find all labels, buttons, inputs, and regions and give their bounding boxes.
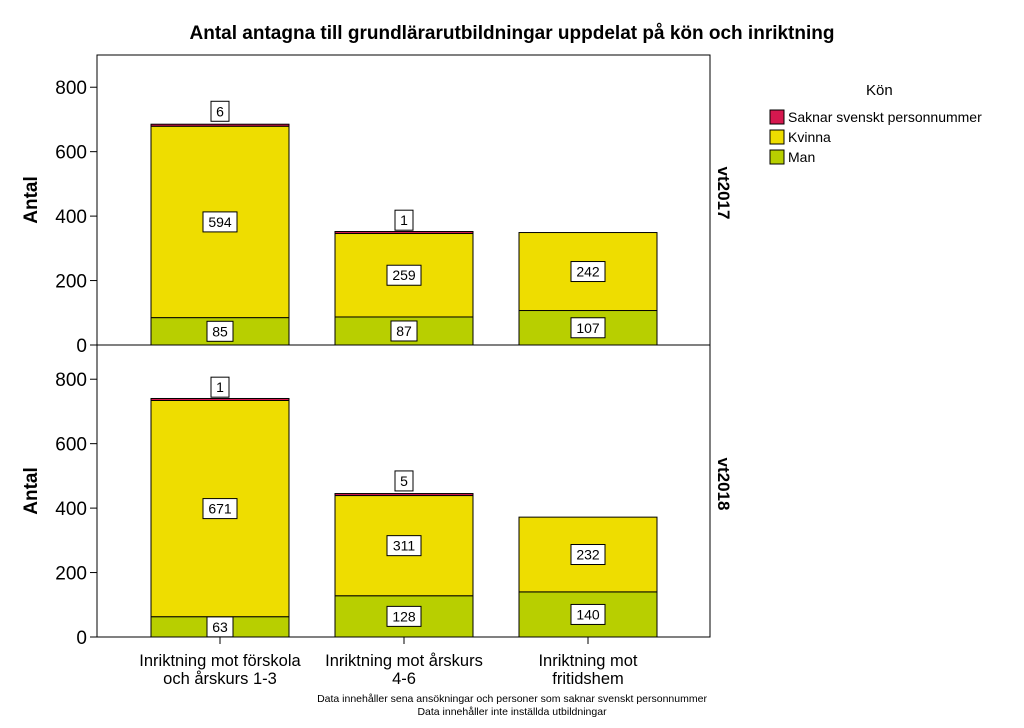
data-label-text: 311 xyxy=(393,538,416,554)
data-label: 128 xyxy=(386,605,422,627)
data-label: 232 xyxy=(570,544,606,566)
data-label: 87 xyxy=(390,320,418,342)
data-label-text: 140 xyxy=(576,606,600,622)
data-label-text: 242 xyxy=(576,264,600,280)
y-tick-label: 400 xyxy=(55,207,87,228)
legend: Kön Saknar svenskt personnummer Kvinna Man xyxy=(769,82,982,165)
category-label: Inriktning mot årskurs 4-6 xyxy=(325,652,483,688)
data-label: 671 xyxy=(202,498,238,520)
panel-label-vt2017: vt2017 xyxy=(714,167,733,220)
data-label-text: 232 xyxy=(576,547,600,563)
data-label-box xyxy=(394,209,414,231)
data-label-box xyxy=(570,261,606,283)
legend-title: Kön xyxy=(866,82,893,99)
data-label: 259 xyxy=(386,264,422,286)
data-label-box xyxy=(210,376,230,398)
data-label-box xyxy=(386,264,422,286)
bar-segment xyxy=(334,493,474,497)
legend-entry: Man xyxy=(788,149,815,165)
data-label: 107 xyxy=(570,317,606,339)
y-axis-title: Antal xyxy=(21,467,42,515)
data-label: 63 xyxy=(206,616,234,638)
data-label: 242 xyxy=(570,261,606,283)
y-tick-label: 600 xyxy=(55,143,87,164)
data-label: 311 xyxy=(386,535,422,557)
data-label-box xyxy=(390,320,418,342)
y-tick-label: 0 xyxy=(76,628,87,649)
plot-area: 0 200 400 600 800 Antal vt2017 85 594 6 87 259 1 107 2… xyxy=(21,54,733,688)
data-label-text: 85 xyxy=(212,323,228,339)
category-label: Inriktning mot förskola och årskurs 1-3 xyxy=(139,652,301,688)
category-label: Inriktning mot fritidshem xyxy=(538,652,637,688)
data-label-text: 1 xyxy=(400,212,408,228)
bar-segment xyxy=(334,231,474,235)
y-tick-label: 200 xyxy=(55,272,87,293)
legend-swatch xyxy=(769,129,785,145)
data-label: 5 xyxy=(394,470,414,492)
y-tick-label: 200 xyxy=(55,564,87,585)
bar-segment xyxy=(150,397,290,401)
legend-entry: Kvinna xyxy=(788,129,831,145)
data-label-text: 87 xyxy=(396,323,412,339)
data-label-text: 1 xyxy=(216,379,224,395)
data-label-text: 594 xyxy=(208,214,232,230)
data-label-box xyxy=(386,535,422,557)
data-label-text: 63 xyxy=(212,619,228,635)
panel-label-vt2018: vt2018 xyxy=(714,458,733,511)
data-label-box xyxy=(570,603,606,625)
y-tick-label: 800 xyxy=(55,370,87,391)
data-label-box xyxy=(570,544,606,566)
data-label: 140 xyxy=(570,603,606,625)
data-label-box xyxy=(394,470,414,492)
data-label-text: 6 xyxy=(216,103,224,119)
legend-swatch xyxy=(769,109,785,125)
data-label-box xyxy=(570,317,606,339)
bar-segment xyxy=(150,123,290,127)
y-tick-label: 600 xyxy=(55,435,87,456)
legend-swatch xyxy=(769,149,785,165)
chart-title: Antal antagna till grundlärarutbildninga… xyxy=(190,23,835,44)
y-axis-title: Antal xyxy=(21,176,42,224)
legend-entry: Saknar svenskt personnummer xyxy=(788,109,982,125)
data-label-text: 128 xyxy=(392,608,416,624)
data-label: 1 xyxy=(394,209,414,231)
data-label-box xyxy=(202,211,238,233)
data-label: 594 xyxy=(202,211,238,233)
data-label-text: 671 xyxy=(208,501,232,517)
data-label-box xyxy=(202,498,238,520)
data-label: 6 xyxy=(210,100,230,122)
data-label-box xyxy=(210,100,230,122)
y-tick-label: 0 xyxy=(76,336,87,357)
y-tick-label: 800 xyxy=(55,78,87,99)
data-label-box xyxy=(206,320,234,342)
y-tick-label: 400 xyxy=(55,499,87,520)
data-label-box xyxy=(386,605,422,627)
footnote-1: Data innehåller sena ansökningar och per… xyxy=(317,693,707,705)
data-label: 1 xyxy=(210,376,230,398)
data-label-text: 259 xyxy=(392,267,416,283)
data-label-text: 107 xyxy=(576,320,600,336)
data-label: 85 xyxy=(206,320,234,342)
footnote-2: Data innehåller inte inställda utbildnin… xyxy=(417,706,607,718)
data-label-text: 5 xyxy=(400,473,408,489)
